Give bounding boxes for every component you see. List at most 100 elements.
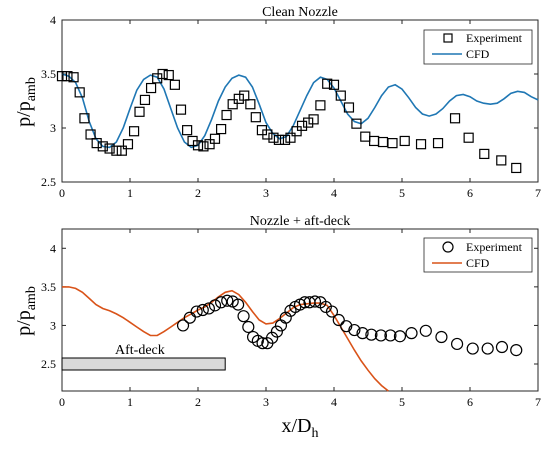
aft-deck-annotation: Aft-deck [61, 343, 226, 371]
aft-deck-experiment-point [208, 299, 222, 312]
aft-deck-experiment-point [308, 295, 322, 308]
aft-deck-y-tick-label: 2.5 [41, 357, 56, 371]
clean-nozzle-experiment-point [291, 126, 302, 137]
aft-deck-y-tick-label: 4 [50, 241, 56, 255]
legend-experiment-marker [443, 33, 453, 43]
clean-nozzle-x-tick-label: 0 [59, 186, 65, 200]
clean-nozzle-ticks: 0 1 2 3 4 5 6 7 2.5 3 3.5 4 [41, 13, 541, 200]
clean-nozzle-chart: Clean Nozzle p/pamb 0 1 2 3 4 5 6 7 2.5 3 3.5 4 Exp… [13, 5, 541, 200]
aft-deck-experiment-point [495, 340, 509, 354]
aft-deck-experiment-point [348, 323, 361, 337]
clean-nozzle-experiment-point [511, 162, 522, 174]
clean-nozzle-experiment-point [315, 100, 326, 111]
clean-nozzle-experiment-point [221, 109, 232, 121]
aft-deck-experiment-point [393, 330, 407, 343]
aft-deck-experiment-point [215, 296, 228, 309]
aft-deck-experiment-point [356, 327, 369, 340]
aft-deck-experiment-point [242, 320, 255, 334]
legend-cfd-label: CFD [466, 47, 490, 61]
clean-nozzle-cfd-line [61, 73, 539, 149]
aft-deck-experiment-point [435, 330, 448, 344]
clean-nozzle-experiment-point [97, 141, 108, 152]
clean-nozzle-experiment-point [204, 139, 215, 150]
clean-nozzle-experiment-point [79, 113, 90, 124]
aft-deck-y-tick-label: 3 [50, 318, 56, 332]
clean-nozzle-y-tick-label: 2.5 [41, 175, 56, 189]
clean-nozzle-experiment-point [449, 113, 461, 124]
aft-deck-experiment-point [319, 300, 332, 314]
clean-nozzle-experiment-point [245, 99, 256, 110]
clean-nozzle-experiment-point [182, 125, 193, 136]
clean-nozzle-experiment-point [139, 94, 151, 106]
aft-deck-bar [61, 357, 226, 371]
aft-deck-x-tick-label: 0 [59, 395, 65, 409]
clean-nozzle-y-axis-label: p/pamb [13, 77, 39, 127]
aft-deck-x-tick-label: 4 [331, 395, 337, 409]
aft-deck-experiment-point [232, 298, 245, 311]
clean-nozzle-experiment-point [85, 129, 96, 140]
clean-nozzle-y-tick-label: 3.5 [41, 67, 56, 81]
aft-deck-experiment-point [221, 294, 234, 307]
clean-nozzle-experiment-point [91, 138, 102, 149]
clean-nozzle-experiment-point [279, 134, 291, 145]
clean-nozzle-experiment-point [322, 78, 333, 89]
clean-nozzle-y-tick-label: 4 [50, 13, 56, 27]
aft-deck-x-tick-label: 6 [467, 395, 473, 409]
aft-deck-experiment-point [270, 325, 283, 338]
clean-nozzle-experiment-point [250, 112, 261, 123]
aft-deck-x-tick-label: 2 [195, 395, 201, 409]
clean-nozzle-x-tick-label: 2 [195, 186, 201, 200]
clean-nozzle-legend: Experiment CFD [423, 29, 533, 65]
clean-nozzle-experiment-point [111, 145, 122, 156]
aft-deck-experiment-point [325, 305, 339, 318]
aft-deck-y-tick-label: 3.5 [41, 280, 56, 294]
clean-nozzle-experiment-point [343, 102, 355, 113]
aft-deck-experiment-point [419, 324, 432, 337]
aft-deck-legend: Experiment CFD [423, 237, 533, 273]
clean-nozzle-experiment-point [198, 141, 209, 152]
clean-nozzle-experiment-point [62, 71, 73, 82]
aft-deck-experiment-point [481, 342, 494, 355]
legend-cfd-label: CFD [466, 256, 490, 270]
aft-deck-x-tick-label: 7 [535, 395, 541, 409]
clean-nozzle-experiment-point [116, 145, 127, 156]
aft-deck-experiment-point [183, 311, 196, 324]
clean-nozzle-experiment-point [369, 135, 380, 147]
aft-deck-chart: Nozzle + aft-deck p/pamb x/Dh 0 1 2 3 4 5 6 7 2.… [13, 214, 541, 441]
aft-deck-cfd-line [62, 286, 389, 392]
clean-nozzle-x-tick-label: 4 [331, 186, 337, 200]
clean-nozzle-experiment-point [387, 138, 398, 149]
legend-experiment-label: Experiment [466, 31, 523, 45]
clean-nozzle-experiment-point [496, 155, 507, 166]
clean-nozzle-experiment-point [163, 69, 174, 81]
clean-nozzle-experiment-point [415, 139, 427, 150]
clean-nozzle-y-tick-label: 3 [50, 121, 56, 135]
clean-nozzle-experiment-point [216, 123, 227, 135]
clean-nozzle-experiment-point [74, 87, 85, 98]
clean-nozzle-experiment-point [273, 134, 285, 145]
legend-box [423, 237, 533, 273]
clean-nozzle-x-tick-label: 7 [535, 186, 541, 200]
clean-nozzle-experiment-point [285, 132, 296, 143]
clean-nozzle-experiment-point [335, 90, 346, 101]
aft-deck-x-tick-label: 3 [263, 395, 269, 409]
clean-nozzle-experiment-point [399, 135, 410, 147]
aft-deck-label: Aft-deck [115, 343, 165, 358]
clean-nozzle-experiment-point [104, 143, 115, 154]
clean-nozzle-experiment-point [175, 104, 187, 115]
aft-deck-experiment-point [274, 319, 288, 332]
aft-deck-experiment-point [450, 337, 464, 351]
aft-deck-experiment-point [384, 329, 397, 342]
aft-deck-plot-area [61, 228, 539, 392]
aft-deck-experiment-point [332, 313, 345, 327]
aft-deck-x-tick-label: 1 [127, 395, 133, 409]
clean-nozzle-x-tick-label: 3 [263, 186, 269, 200]
clean-nozzle-experiment-point [262, 129, 273, 140]
clean-nozzle-experiment-point [328, 79, 340, 90]
clean-nozzle-experiment-point [479, 148, 490, 160]
clean-nozzle-title: Clean Nozzle [262, 5, 338, 20]
aft-deck-experiment-point [237, 310, 250, 323]
clean-nozzle-experiment-point [157, 68, 168, 80]
aft-deck-x-axis-label: x/Dh [282, 415, 319, 441]
